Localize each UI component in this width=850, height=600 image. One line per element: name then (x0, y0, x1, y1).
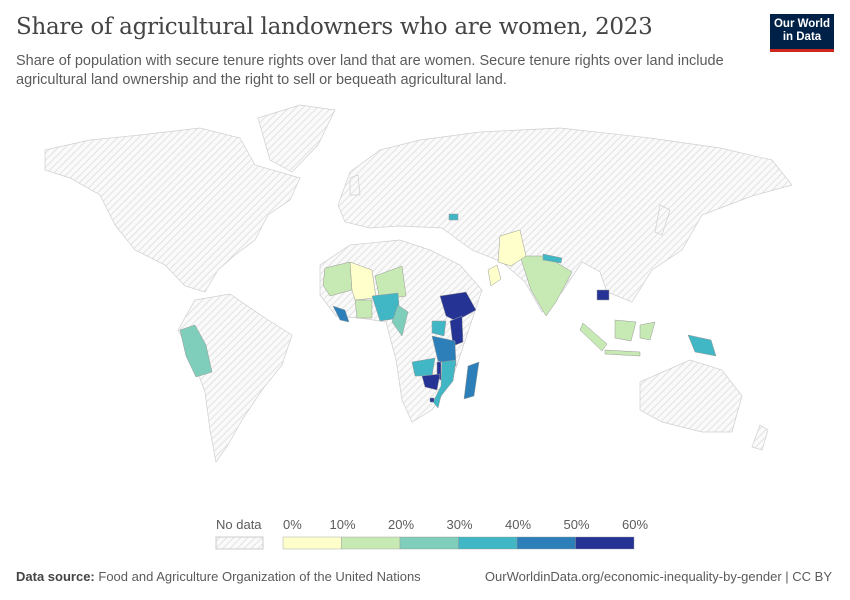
source-label: Data source: (16, 569, 95, 584)
legend-no-data-swatch (215, 536, 264, 550)
country-madagascar[interactable] (463, 361, 480, 400)
country-niger[interactable] (374, 265, 407, 301)
country-uganda[interactable] (431, 320, 447, 337)
data-source: Data source: Food and Agriculture Organi… (16, 569, 421, 584)
country-liberia[interactable] (332, 305, 350, 323)
country-australia-no-data[interactable] (639, 359, 743, 433)
country-indonesia[interactable] (579, 322, 608, 352)
country-zimbabwe[interactable] (421, 373, 441, 391)
country-uk-no-data[interactable] (349, 174, 361, 196)
country-japan-no-data[interactable] (654, 204, 671, 236)
legend-bin-4[interactable] (516, 536, 576, 550)
legend-tick-label: 60% (622, 517, 649, 532)
legend-tick-label: 50% (563, 517, 590, 532)
country-pakistan[interactable] (497, 229, 527, 267)
country-eurasia-no-data[interactable] (337, 127, 793, 313)
source-url-link[interactable]: OurWorldinData.org/economic-inequality-b… (484, 569, 832, 584)
legend-bin-5[interactable] (575, 536, 635, 550)
legend-bin-3[interactable] (458, 536, 518, 550)
country-ethiopia[interactable] (439, 291, 477, 322)
country-oman[interactable] (487, 264, 502, 287)
country-mozambique[interactable] (432, 359, 457, 409)
country-papua-new-guinea[interactable] (687, 334, 717, 357)
country-ghana[interactable] (354, 299, 373, 319)
legend-tick-label: 0% (283, 517, 302, 532)
country-nepal[interactable] (542, 253, 563, 264)
owid-logo[interactable]: Our World in Data (770, 14, 834, 52)
legend-tick-label: 20% (388, 517, 415, 532)
legend-bin-0[interactable] (282, 536, 342, 550)
country-south-america-no-data[interactable] (177, 293, 293, 463)
country-tanzania[interactable] (431, 335, 457, 367)
source-text: Food and Agriculture Organization of the… (98, 569, 421, 584)
legend-bin-2[interactable] (399, 536, 459, 550)
country-indonesia-java[interactable] (604, 349, 641, 357)
legend-tick-label: 30% (446, 517, 473, 532)
country-new-zealand-no-data[interactable] (751, 424, 769, 451)
country-cameroon[interactable] (391, 304, 409, 337)
country-greenland-no-data[interactable] (257, 104, 336, 173)
country-armenia[interactable] (448, 213, 459, 221)
country-indonesia-borneo[interactable] (614, 319, 637, 342)
country-indonesia-sulawesi[interactable] (639, 321, 656, 341)
legend-tick-label: 40% (505, 517, 532, 532)
page-title: Share of agricultural landowners who are… (16, 14, 653, 40)
country-kenya[interactable] (449, 315, 464, 347)
subtitle: Share of population with secure tenure r… (16, 53, 724, 88)
country-north-america-no-data[interactable] (44, 127, 301, 293)
legend-tick-label: 10% (329, 517, 356, 532)
country-eswatini[interactable] (429, 397, 435, 403)
legend-bin-1[interactable] (341, 536, 401, 550)
country-senegal-guinea[interactable] (322, 261, 353, 297)
country-peru[interactable] (179, 324, 213, 378)
country-cambodia[interactable] (596, 289, 610, 301)
legend-no-data-label: No data (216, 517, 262, 532)
country-mali[interactable] (349, 261, 377, 301)
